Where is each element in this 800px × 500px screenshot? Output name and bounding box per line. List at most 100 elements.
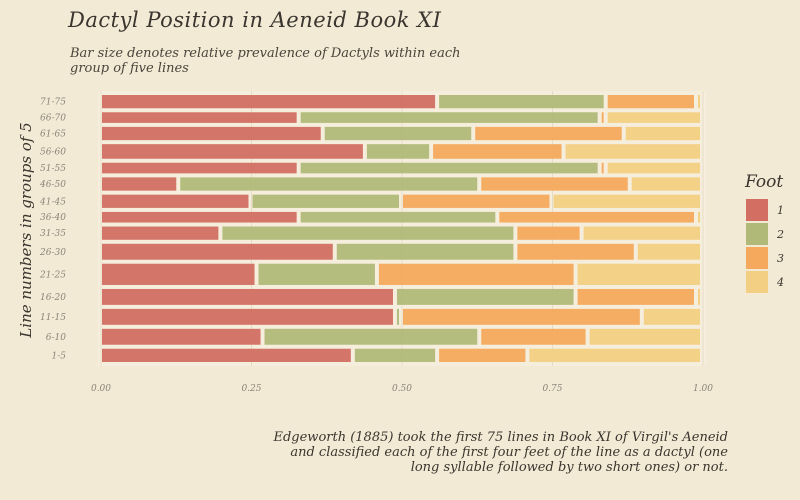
y-tick-label: 46-50 (39, 180, 66, 190)
y-tick-label: 66-70 (40, 114, 66, 124)
x-tick-label: 0.75 (542, 384, 562, 394)
bar-segment (607, 162, 700, 174)
legend-title: Foot (745, 172, 784, 192)
bar-segment (102, 263, 255, 285)
bar-segment (378, 263, 574, 285)
bar-segment (102, 243, 333, 260)
legend-item: 4 (745, 270, 784, 294)
legend-swatch (745, 270, 769, 294)
y-tick-label: 36-40 (40, 213, 66, 223)
bar-segment (300, 211, 496, 223)
bar-segment (102, 328, 261, 345)
bar-segment (481, 177, 628, 191)
bar-segment (258, 263, 375, 285)
bar-segment (475, 126, 622, 141)
y-tick-label: 1-5 (52, 351, 67, 361)
bar-segment (607, 95, 694, 109)
bar-segment (102, 348, 351, 362)
bar-segment (517, 226, 580, 240)
legend-label: 3 (777, 251, 784, 265)
bar-segment (499, 211, 694, 223)
y-tick-label: 26-30 (39, 248, 66, 258)
bar-segment (222, 226, 514, 240)
bar-segment (366, 144, 430, 159)
bar-segment (354, 348, 436, 362)
x-tick-label: 0.00 (91, 384, 111, 394)
bar-segment (102, 226, 219, 240)
bar-segment (697, 95, 700, 109)
x-tick-label: 0.25 (241, 384, 261, 394)
legend-label: 1 (777, 203, 784, 217)
bar-segment (396, 288, 574, 305)
bar-segment (607, 112, 700, 123)
legend-items: 1 2 3 4 (745, 198, 784, 294)
x-tick-label: 1.00 (693, 384, 713, 394)
bar-segment (481, 328, 586, 345)
bar-segment (300, 112, 598, 123)
bar-segment (433, 144, 562, 159)
bar-segment (631, 177, 700, 191)
legend-item: 2 (745, 222, 784, 246)
y-tick-label: 51-55 (40, 164, 66, 174)
bar-segment (439, 348, 526, 362)
bar-segment (637, 243, 700, 260)
chart-title: Dactyl Position in Aeneid Book XI (68, 8, 442, 32)
bar-segment (102, 288, 393, 305)
y-tick-label: 6-10 (46, 333, 66, 343)
stacked-bar-chart: 0.00 0.25 0.50 0.75 1.00 1-5 6-10 11-15 16-20 21-… (39, 91, 713, 394)
legend-label: 2 (777, 227, 784, 241)
bar-segment (439, 95, 604, 109)
y-tick-label: 16-20 (40, 293, 66, 303)
bar-segment (102, 144, 363, 159)
bar-segment (589, 328, 700, 345)
y-tick-label: 56-60 (40, 147, 66, 157)
legend: Foot 1 2 3 4 (745, 172, 784, 294)
bar-segment (697, 211, 700, 223)
y-tick-label: 41-45 (39, 197, 66, 207)
bar-segment (529, 348, 700, 362)
bar-segment (643, 308, 700, 325)
y-tick-label: 31-35 (40, 229, 66, 239)
bar-segment (625, 126, 700, 141)
legend-swatch (745, 198, 769, 222)
bar-segment (403, 308, 640, 325)
y-tick-label: 21-25 (39, 270, 66, 280)
bar-segment (102, 112, 297, 123)
caption: Edgeworth (1885) took the first 75 lines… (273, 430, 728, 475)
chart-subtitle: Bar size denotes relative prevalence of … (70, 46, 461, 76)
legend-label: 4 (777, 275, 784, 289)
bar-segment (252, 194, 399, 208)
bar-segment (403, 194, 550, 208)
bar-segment (583, 226, 700, 240)
bar-segment (565, 144, 700, 159)
bar-segment (517, 243, 634, 260)
bar-segment (553, 194, 700, 208)
bar-segment (300, 162, 598, 174)
bar-segment (180, 177, 478, 191)
y-tick-label: 11-15 (40, 313, 66, 323)
bar-segment (102, 177, 177, 191)
bar-segment (102, 162, 297, 174)
bar-segment (601, 162, 604, 174)
bar-segment (577, 288, 694, 305)
bar-segment (601, 112, 604, 123)
legend-item: 3 (745, 246, 784, 270)
bar-segment (102, 126, 321, 141)
bar-segment (102, 95, 436, 109)
bar-segment (324, 126, 472, 141)
bar-segment (577, 263, 700, 285)
bar-segment (264, 328, 478, 345)
y-tick-label: 71-75 (40, 98, 66, 108)
bar-segment (697, 288, 700, 305)
legend-swatch (745, 246, 769, 270)
x-tick-label: 0.50 (392, 384, 412, 394)
bar-segment (102, 308, 393, 325)
y-tick-label: 61-65 (40, 130, 66, 140)
bar-segment (396, 308, 399, 325)
bar-segment (102, 211, 297, 223)
legend-item: 1 (745, 198, 784, 222)
legend-swatch (745, 222, 769, 246)
bar-segment (336, 243, 514, 260)
bar-segment (102, 194, 249, 208)
